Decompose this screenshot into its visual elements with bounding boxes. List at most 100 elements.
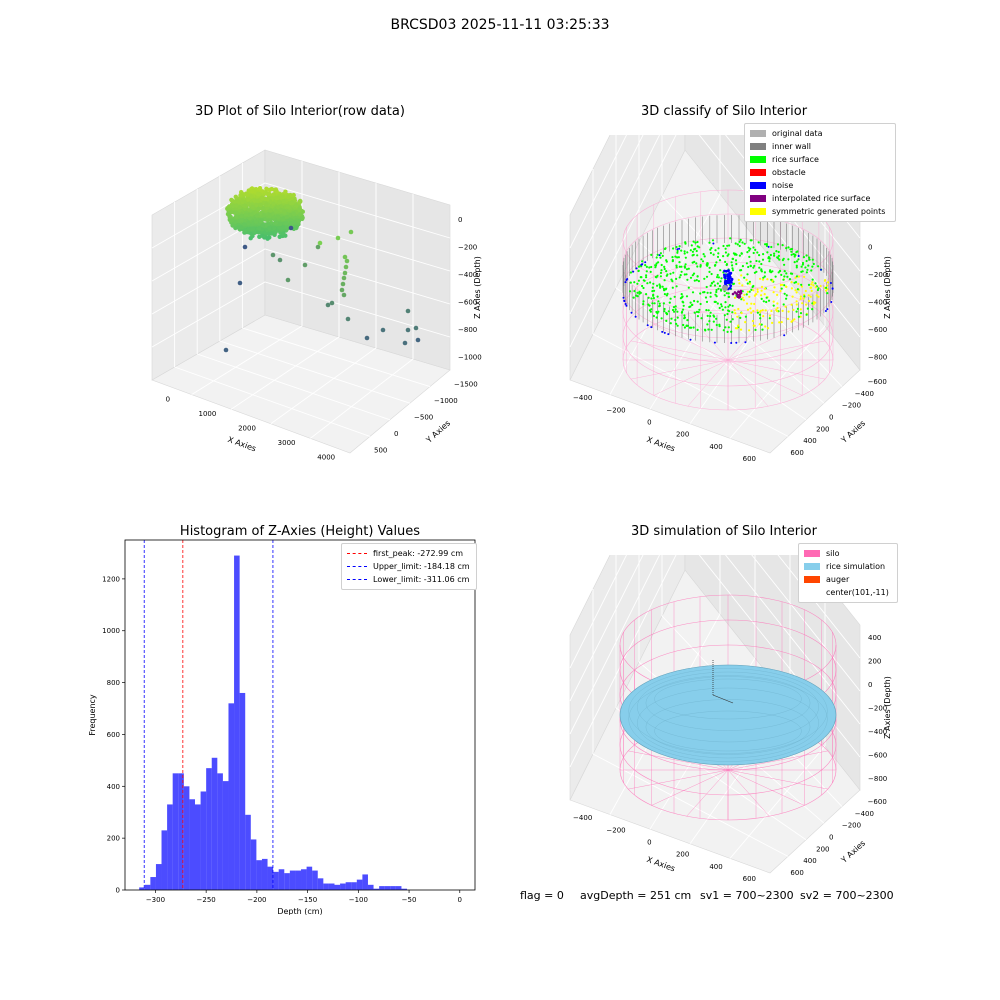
data-point <box>270 195 276 201</box>
y-tick-label: 0 <box>829 834 833 842</box>
rice-surface-point <box>676 256 679 259</box>
histogram-bar <box>206 768 212 890</box>
rice-surface-point <box>709 311 712 314</box>
noise-point <box>663 331 666 334</box>
y-tick-label: −600 <box>868 798 887 806</box>
outlier-point <box>364 335 370 341</box>
outlier-point <box>405 327 411 333</box>
rice-surface-point <box>656 284 659 287</box>
y-tick-label: 0 <box>116 887 120 895</box>
data-point <box>297 207 302 212</box>
y-tick-label: −200 <box>842 822 861 830</box>
rice-surface-point <box>744 321 747 324</box>
noise-point <box>634 315 637 318</box>
rice-surface-point <box>773 286 776 289</box>
histogram-bar <box>317 878 324 890</box>
rice-surface-point <box>705 275 709 278</box>
noise-point <box>767 245 770 248</box>
data-point <box>283 189 288 194</box>
grid-line <box>174 366 371 437</box>
rice-surface-point <box>806 307 809 310</box>
rice-surface-point <box>797 258 800 261</box>
rice-surface-point <box>660 317 663 320</box>
y-axis-label: Y Axies <box>839 419 867 446</box>
data-point <box>297 199 302 205</box>
rice-surface-point <box>748 290 751 293</box>
rice-surface-point <box>791 319 794 322</box>
rice-surface-point <box>752 251 755 255</box>
rice-surface-point <box>706 314 709 317</box>
rice-surface-point <box>708 320 711 323</box>
rice-surface-point <box>718 323 721 326</box>
rice-surface-point <box>709 291 712 294</box>
z-tick-label: −600 <box>868 752 887 760</box>
original-data-marker <box>722 285 728 291</box>
rice-surface-point <box>650 265 653 269</box>
rice-surface-point <box>737 324 740 327</box>
rice-surface-point <box>674 255 677 258</box>
rice-surface-point <box>740 274 743 277</box>
histogram-bar <box>284 873 290 890</box>
rice-surface-point <box>724 306 727 309</box>
rice-surface-point <box>806 268 809 271</box>
rice-surface-point <box>805 303 808 306</box>
legend-label: first_peak: -272.99 cm <box>373 549 464 558</box>
axis-left-pane <box>569 555 686 801</box>
rice-surface-point <box>781 309 784 312</box>
rice-surface-point <box>731 311 734 314</box>
rice-surface-point <box>761 309 764 312</box>
noise-cluster-point <box>728 280 732 284</box>
rice-surface-point <box>692 240 695 243</box>
rice-surface-point <box>651 302 654 305</box>
x-tick-label: 200 <box>676 431 689 439</box>
rice-surface-point <box>748 282 751 285</box>
rice-surface-point <box>682 323 685 327</box>
rice-surface-point <box>675 322 678 325</box>
rice-surface-point <box>787 246 790 249</box>
status-avg-depth: avgDepth = 251 cm <box>580 889 692 902</box>
rice-surface-point <box>805 271 808 274</box>
rice-surface-point <box>683 266 687 269</box>
rice-surface-point <box>732 282 736 285</box>
rice-surface-point <box>741 296 744 299</box>
rice-surface-point <box>783 270 786 273</box>
rice-surface-point <box>717 252 720 255</box>
rice-surface-point <box>810 269 813 272</box>
outlier-point <box>345 316 351 322</box>
rice-surface-point <box>749 307 752 310</box>
rice-surface-point <box>746 308 750 311</box>
noise-point <box>676 248 679 251</box>
histogram-bar <box>256 860 262 890</box>
noise-point <box>625 279 628 281</box>
rice-surface-point <box>642 286 645 290</box>
rice-surface-point <box>774 275 777 278</box>
rice-surface-point <box>799 297 802 300</box>
rice-surface-point <box>650 297 653 300</box>
rice-surface-point <box>696 265 699 268</box>
data-point <box>276 214 281 219</box>
rice-surface-point <box>710 272 713 276</box>
rice-surface-point <box>718 306 721 310</box>
outlier-point <box>342 254 348 260</box>
histogram-bar <box>323 883 329 890</box>
rice-surface-point <box>686 319 689 322</box>
rice-surface-point <box>768 260 771 263</box>
noise-point <box>646 324 649 327</box>
rice-surface-point <box>726 312 729 316</box>
rice-surface-point <box>633 281 636 284</box>
rice-surface-point <box>717 276 720 279</box>
data-point <box>236 225 241 230</box>
rice-surface-point <box>663 265 666 268</box>
noise-cluster-point <box>728 276 732 279</box>
rice-surface-point <box>736 243 739 246</box>
histogram-bar <box>312 870 318 890</box>
rice-surface-point <box>653 302 656 305</box>
rice-surface-point <box>756 288 759 291</box>
rice-surface-point <box>720 289 723 292</box>
noise-point <box>622 296 625 299</box>
noise-cluster-point <box>730 277 734 281</box>
rice-surface-point <box>660 269 663 272</box>
data-point <box>250 189 255 194</box>
x-tick-label: 600 <box>743 875 756 883</box>
simulation-3d-plot: −400−20002004006006004002000−200−400−600… <box>569 555 892 883</box>
